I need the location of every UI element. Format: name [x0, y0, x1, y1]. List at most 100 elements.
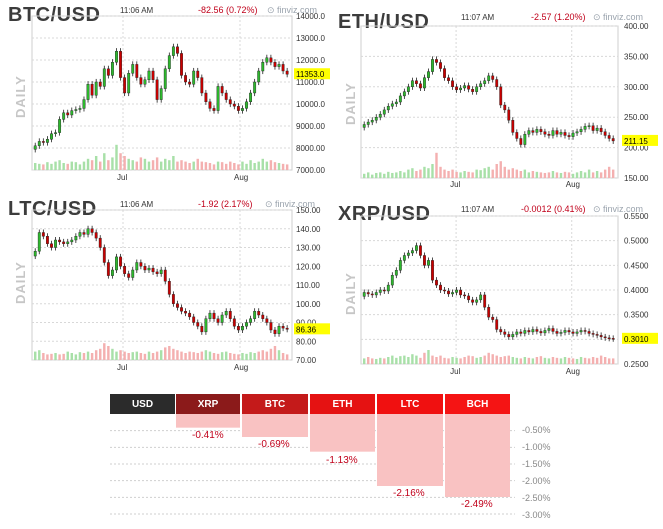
candle-body — [382, 109, 386, 115]
volume-bar — [371, 358, 374, 364]
volume-bar — [237, 354, 240, 360]
panel-change: -0.0012 (0.41%) — [521, 204, 586, 214]
volume-bar — [475, 357, 478, 364]
volume-bar — [367, 172, 370, 178]
volume-bar — [220, 352, 224, 360]
candle-body — [208, 312, 212, 319]
volume-bar — [123, 156, 126, 170]
volume-bar — [90, 353, 94, 360]
volume-bar — [50, 353, 53, 360]
volume-bar — [579, 357, 583, 364]
volume-bar — [82, 353, 86, 360]
volume-bar — [435, 152, 438, 178]
volume-bar — [595, 171, 599, 178]
last-price-label: 86.36 — [296, 325, 317, 334]
candle-body — [431, 260, 434, 281]
candle-body — [571, 132, 575, 137]
y-tick-label: 10000.0 — [296, 100, 325, 109]
volume-bar — [547, 358, 551, 364]
volume-bar — [111, 348, 114, 360]
brand-label[interactable]: ⊙ finviz.com — [265, 199, 316, 209]
volume-bar — [131, 352, 134, 360]
volume-bar — [487, 352, 490, 364]
candle-body — [127, 273, 131, 278]
y-tick-label: 11000.0 — [296, 78, 325, 87]
candle-body — [394, 101, 398, 105]
y-tick-label: 0.3500 — [624, 311, 649, 320]
candle-body — [390, 103, 394, 107]
volume-bar — [531, 171, 535, 178]
volume-bar — [74, 354, 78, 360]
candle-body — [70, 239, 74, 243]
volume-bar — [379, 172, 382, 178]
y-tick-label: 150.00 — [296, 206, 321, 215]
volume-bar — [62, 353, 65, 360]
x-tick-label: Jul — [450, 367, 460, 376]
brand-label[interactable]: ⊙ finviz.com — [593, 204, 644, 214]
volume-bar — [423, 166, 426, 178]
last-price-label: 11353.0 — [296, 70, 325, 79]
candle-body — [224, 92, 228, 100]
candle-body — [58, 119, 62, 133]
volume-bar — [107, 346, 110, 360]
volume-bar — [555, 172, 559, 178]
candle-body — [62, 112, 66, 120]
brand-label[interactable]: ⊙ finviz.com — [267, 5, 318, 15]
volume-bar — [168, 160, 171, 170]
y-tick-label: 0.2500 — [624, 360, 649, 369]
volume-bar — [523, 169, 527, 178]
y-tick-label: 14000.0 — [296, 12, 325, 21]
candle-body — [531, 329, 535, 333]
volume-bar — [595, 357, 599, 364]
candle-body — [192, 316, 196, 323]
y-tick-label: 110.00 — [296, 281, 320, 290]
volume-bar — [224, 351, 228, 360]
candle-body — [503, 331, 507, 335]
candle-body — [192, 70, 196, 85]
candle-body — [200, 77, 204, 94]
candle-body — [555, 130, 559, 135]
candle-body — [515, 331, 519, 335]
volume-bar — [94, 156, 98, 170]
candle-body — [37, 232, 41, 252]
candle-body — [184, 75, 187, 83]
volume-bar — [78, 352, 82, 360]
candle-body — [471, 299, 475, 303]
header-bch: BCH — [445, 394, 510, 414]
volume-bar — [196, 158, 199, 170]
volume-bar — [483, 355, 486, 364]
candle-body — [410, 250, 414, 254]
volume-bar — [216, 353, 220, 360]
candle-body — [559, 332, 563, 334]
volume-bar — [257, 351, 260, 360]
candle-body — [402, 91, 406, 97]
candle-body — [269, 322, 273, 331]
volume-bar — [455, 171, 458, 178]
pct-label-bch: -2.49% — [461, 499, 493, 510]
brand-label[interactable]: ⊙ finviz.com — [593, 12, 644, 22]
panel-time: 11:07 AM — [461, 205, 495, 214]
y-tick-label: 9000.00 — [296, 122, 325, 131]
volume-bar — [459, 172, 462, 178]
candle-body — [131, 269, 135, 278]
volume-bar — [427, 168, 430, 178]
volume-bar — [119, 350, 122, 360]
brand-icon: ⊙ — [593, 12, 604, 22]
candle-body — [241, 326, 244, 331]
candle-body — [495, 79, 499, 87]
candle-body — [419, 245, 422, 256]
candle-body — [519, 331, 523, 334]
candle-body — [245, 322, 248, 327]
volume-bar — [151, 353, 155, 360]
perf-bar — [310, 414, 375, 452]
volume-bar — [487, 166, 490, 178]
candle-body — [535, 129, 539, 133]
candle-body — [33, 145, 37, 150]
volume-bar — [567, 357, 571, 364]
candle-body — [595, 334, 599, 336]
candle-body — [147, 267, 151, 271]
candle-body — [171, 294, 175, 304]
candle-body — [277, 326, 281, 334]
candle-body — [531, 130, 535, 133]
candle-body — [78, 232, 82, 237]
